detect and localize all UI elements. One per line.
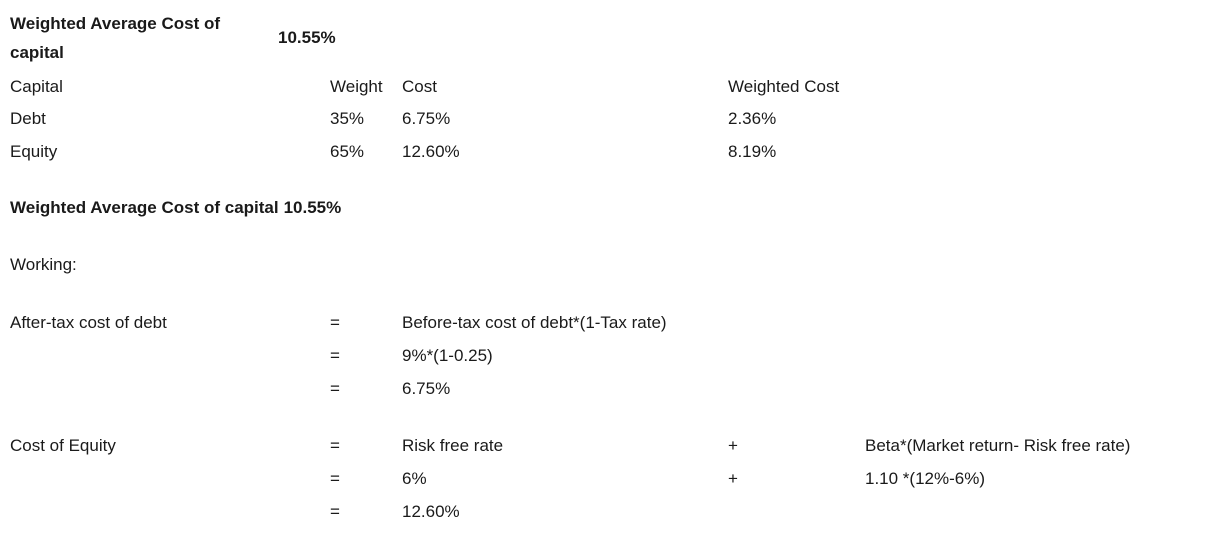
cost-of-equity-step-2: = 6% + 1.10 *(12%-6%) — [0, 469, 1214, 495]
equals-sign: = — [330, 346, 340, 365]
summary-title: Weighted Average Cost of capital — [10, 14, 221, 62]
equity-weighted-cost: 8.19% — [728, 142, 777, 161]
debt-weighted-cost: 2.36% — [728, 109, 777, 128]
summary-title-block: Weighted Average Cost of capital 10.55% — [10, 9, 336, 67]
after-tax-debt-step-1: After-tax cost of debt = Before-tax cost… — [0, 313, 1214, 339]
header-weighted-cost: Weighted Cost — [728, 77, 840, 96]
after-tax-debt-step-3: = 6.75% — [0, 379, 1214, 405]
header-weight: Weight — [330, 77, 383, 96]
table-row-equity: Equity 65% 12.60% 8.19% — [0, 142, 1214, 168]
working-heading-row: Working: — [0, 255, 1214, 281]
summary-title-value: 10.55% — [278, 28, 336, 47]
after-tax-debt-substitution: 9%*(1-0.25) — [402, 346, 493, 365]
header-capital: Capital — [10, 77, 63, 96]
debt-weight: 35% — [330, 109, 365, 128]
equity-label: Equity — [10, 142, 58, 161]
after-tax-debt-step-2: = 9%*(1-0.25) — [0, 346, 1214, 372]
risk-free-rate-term: Risk free rate — [402, 436, 504, 455]
cost-of-equity-label: Cost of Equity — [10, 436, 116, 455]
equals-sign: = — [330, 469, 340, 488]
cost-of-equity-step-3: = 12.60% — [0, 502, 1214, 528]
equals-sign: = — [330, 313, 340, 332]
debt-label: Debt — [10, 109, 46, 128]
equals-sign: = — [330, 379, 340, 398]
after-tax-debt-label: After-tax cost of debt — [10, 313, 167, 332]
risk-free-rate-value: 6% — [402, 469, 427, 488]
wacc-result-label: Weighted Average Cost of capital — [10, 198, 279, 217]
after-tax-debt-result: 6.75% — [402, 379, 451, 398]
table-row-debt: Debt 35% 6.75% 2.36% — [0, 109, 1214, 135]
equity-weight: 65% — [330, 142, 365, 161]
plus-sign: + — [728, 469, 738, 488]
cost-of-equity-result: 12.60% — [402, 502, 460, 521]
beta-premium-value: 1.10 *(12%-6%) — [865, 469, 986, 488]
wacc-result-line: Weighted Average Cost of capital 10.55% — [10, 198, 341, 218]
working-heading: Working: — [10, 255, 77, 274]
debt-cost: 6.75% — [402, 109, 451, 128]
wacc-result-value: 10.55% — [283, 198, 342, 217]
cost-of-equity-step-1: Cost of Equity = Risk free rate + Beta*(… — [0, 436, 1214, 462]
equals-sign: = — [330, 436, 340, 455]
header-cost: Cost — [402, 77, 437, 96]
equals-sign: = — [330, 502, 340, 521]
plus-sign: + — [728, 436, 738, 455]
equity-cost: 12.60% — [402, 142, 460, 161]
summary-header-row: Capital Weight Cost Weighted Cost — [0, 77, 1214, 103]
after-tax-debt-formula: Before-tax cost of debt*(1-Tax rate) — [402, 313, 667, 332]
beta-premium-term: Beta*(Market return- Risk free rate) — [865, 436, 1131, 455]
